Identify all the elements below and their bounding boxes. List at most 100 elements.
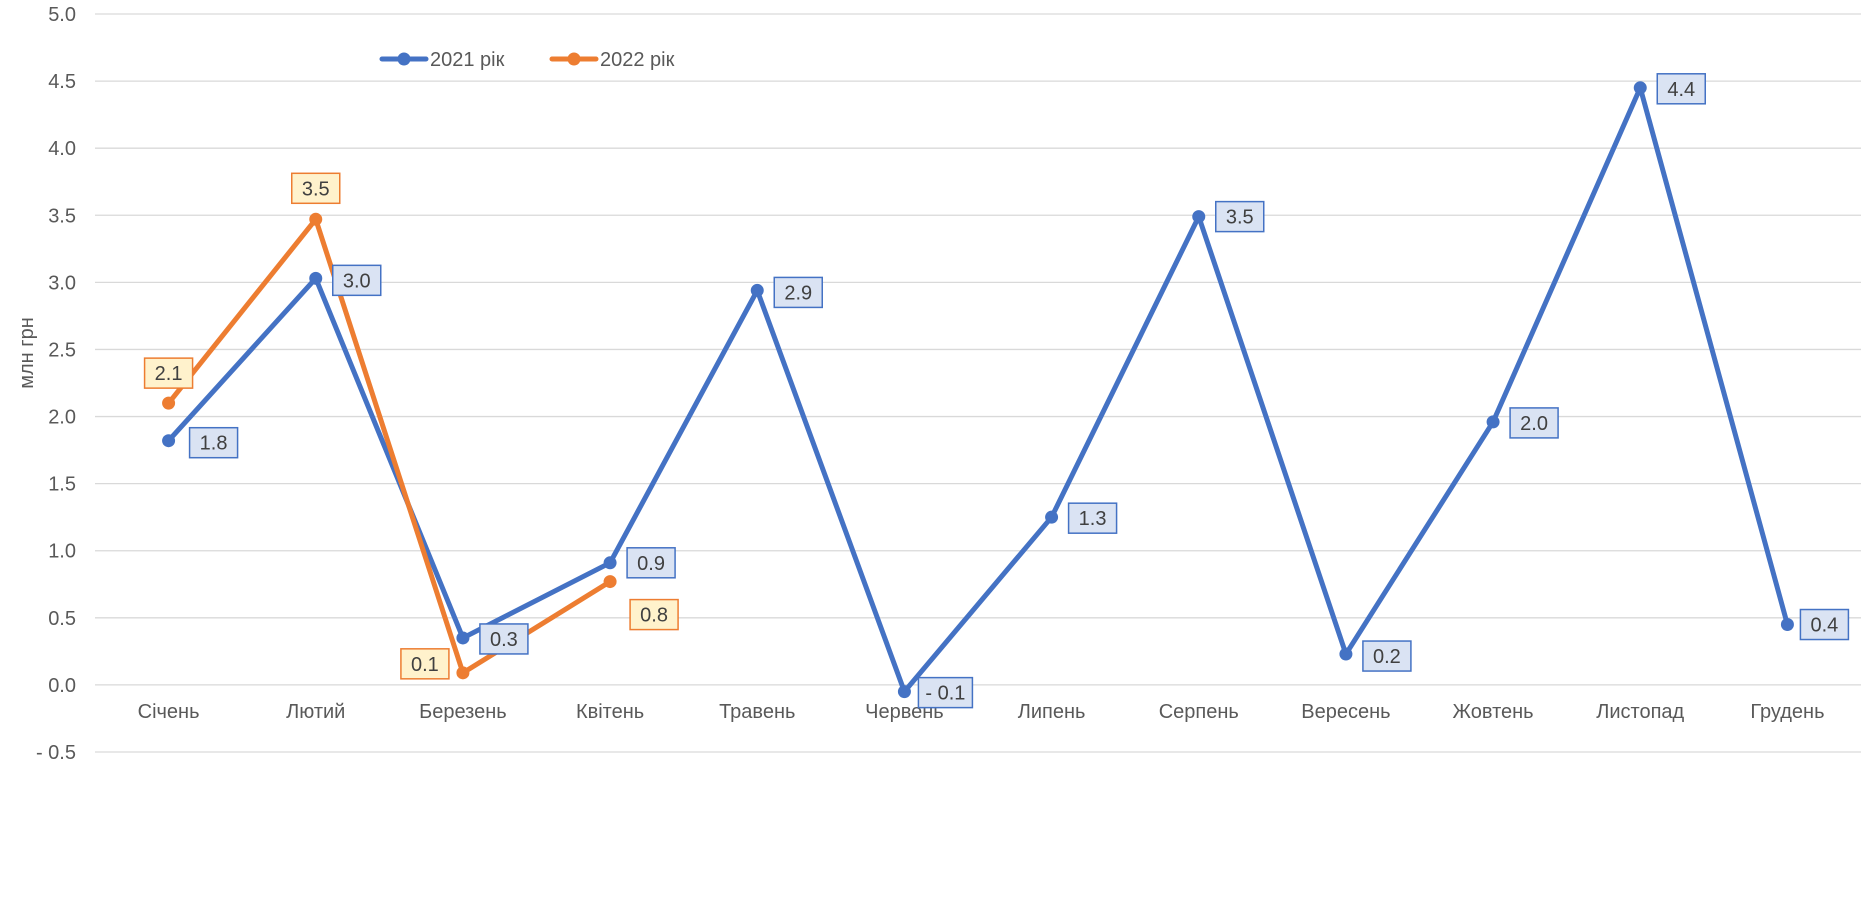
y-tick-label: - 0.5 [36, 742, 76, 764]
data-label-box [188, 426, 239, 459]
data-label-text: 2.1 [155, 363, 183, 385]
x-tick-label: Жовтень [1453, 701, 1534, 723]
y-tick-label: 1.0 [48, 541, 76, 563]
y-tick-label: 4.5 [48, 71, 76, 93]
data-label: 3.5 [1215, 200, 1265, 233]
data-point [1192, 210, 1206, 224]
data-point [162, 434, 176, 448]
data-label-box [1362, 640, 1412, 672]
data-label: 0.8 [629, 598, 679, 631]
data-label-text: 0.2 [1373, 646, 1401, 668]
legend-label-1: 2021 рік [430, 49, 505, 71]
y-tick-label: 3.5 [48, 205, 76, 227]
x-tick-label: Березень [419, 701, 507, 723]
data-label-box [143, 357, 194, 389]
data-label: 0.1 [400, 648, 450, 680]
y-axis-ticks: - 0.5 0.0 0.5 1.0 1.5 2.0 2.5 3.0 3.5 4.0 4.5 5.0 [36, 4, 76, 764]
data-label-box [626, 547, 676, 579]
data-point [162, 396, 176, 410]
data-label-box [1799, 608, 1850, 641]
data-label-text: 3.5 [302, 178, 330, 200]
data-point [1486, 415, 1500, 429]
data-label-text: 1.3 [1079, 508, 1107, 530]
series-line-1 [166, 85, 1790, 695]
data-label-text: 0.1 [411, 654, 439, 676]
data-point [750, 283, 764, 297]
data-label-text: 1.8 [200, 433, 228, 455]
data-label-text: 4.4 [1667, 79, 1695, 101]
data-label: 3.0 [332, 264, 382, 297]
y-axis-label: млн грн [16, 317, 38, 388]
data-point [309, 271, 323, 285]
x-tick-label: Листопад [1596, 701, 1684, 723]
data-label-text: 0.9 [637, 553, 665, 575]
data-label-text: 3.5 [1226, 207, 1254, 229]
x-tick-label: Січень [138, 701, 200, 723]
y-tick-label: 2.0 [48, 407, 76, 429]
data-point [603, 575, 617, 589]
data-label-box [400, 648, 450, 680]
data-label: 1.8 [188, 426, 239, 459]
x-tick-label: Грудень [1750, 701, 1824, 723]
series-lines [166, 85, 1790, 695]
legend-marker-1 [397, 52, 411, 66]
data-label-box [332, 264, 382, 297]
data-label-text: 2.0 [1520, 413, 1548, 435]
data-label-box [629, 598, 679, 631]
y-tick-label: 5.0 [48, 4, 76, 26]
data-label-text: 0.8 [640, 605, 668, 627]
x-tick-label: Лютий [286, 701, 345, 723]
x-tick-label: Серпень [1159, 701, 1239, 723]
data-label-text: 2.9 [784, 282, 812, 304]
y-tick-label: 4.0 [48, 138, 76, 160]
y-tick-label: 0.5 [48, 608, 76, 630]
series-points [162, 81, 1794, 699]
data-label-box [1509, 407, 1559, 439]
legend-marker-2 [567, 52, 581, 66]
data-point [456, 631, 470, 645]
y-tick-label: 3.0 [48, 272, 76, 294]
y-tick-label: 1.5 [48, 474, 76, 496]
legend-label-2: 2022 рік [600, 49, 675, 71]
data-label: - 0.1 [917, 676, 974, 709]
data-point [309, 212, 323, 226]
data-label-box [291, 172, 341, 205]
data-point [1633, 81, 1647, 95]
data-point [1780, 618, 1794, 632]
series-line-2 [166, 216, 613, 676]
data-point [1045, 510, 1059, 524]
legend: 2021 рік 2022 рік [379, 49, 675, 71]
x-tick-label: Квітень [576, 701, 644, 723]
data-label-box [1067, 502, 1118, 534]
data-label: 0.3 [479, 623, 529, 655]
data-labels: 1.8 3.0 0.3 0.9 2.9 - 0.1 1.3 3.5 0.2 2.0 4.4 0.4 2.… [143, 73, 1850, 709]
data-point [1339, 647, 1353, 661]
data-label: 3.5 [291, 172, 341, 205]
x-tick-label: Вересень [1301, 701, 1390, 723]
data-point [603, 556, 617, 570]
x-tick-label: Липень [1018, 701, 1086, 723]
data-label-box [773, 276, 823, 309]
data-label: 2.9 [773, 276, 823, 309]
y-tick-label: 0.0 [48, 675, 76, 697]
x-tick-label: Травень [719, 701, 795, 723]
data-label-text: 0.3 [490, 629, 518, 651]
data-label: 0.2 [1362, 640, 1412, 672]
data-label: 0.4 [1799, 608, 1850, 641]
data-label: 0.9 [626, 547, 676, 579]
gridlines [95, 13, 1861, 753]
data-label-text: 0.4 [1811, 615, 1839, 637]
data-label: 2.1 [143, 357, 194, 389]
data-label-text: 3.0 [343, 270, 371, 292]
data-label-box [917, 676, 974, 709]
data-label-box [1656, 73, 1706, 105]
data-label-box [479, 623, 529, 655]
data-label: 2.0 [1509, 407, 1559, 439]
data-point [897, 685, 911, 699]
data-point [456, 666, 470, 680]
data-label: 1.3 [1067, 502, 1118, 534]
data-label-box [1215, 200, 1265, 233]
data-label-text: - 0.1 [925, 683, 965, 705]
x-axis-ticks: Січень Лютий Березень Квітень Травень Червень… [138, 701, 1825, 723]
